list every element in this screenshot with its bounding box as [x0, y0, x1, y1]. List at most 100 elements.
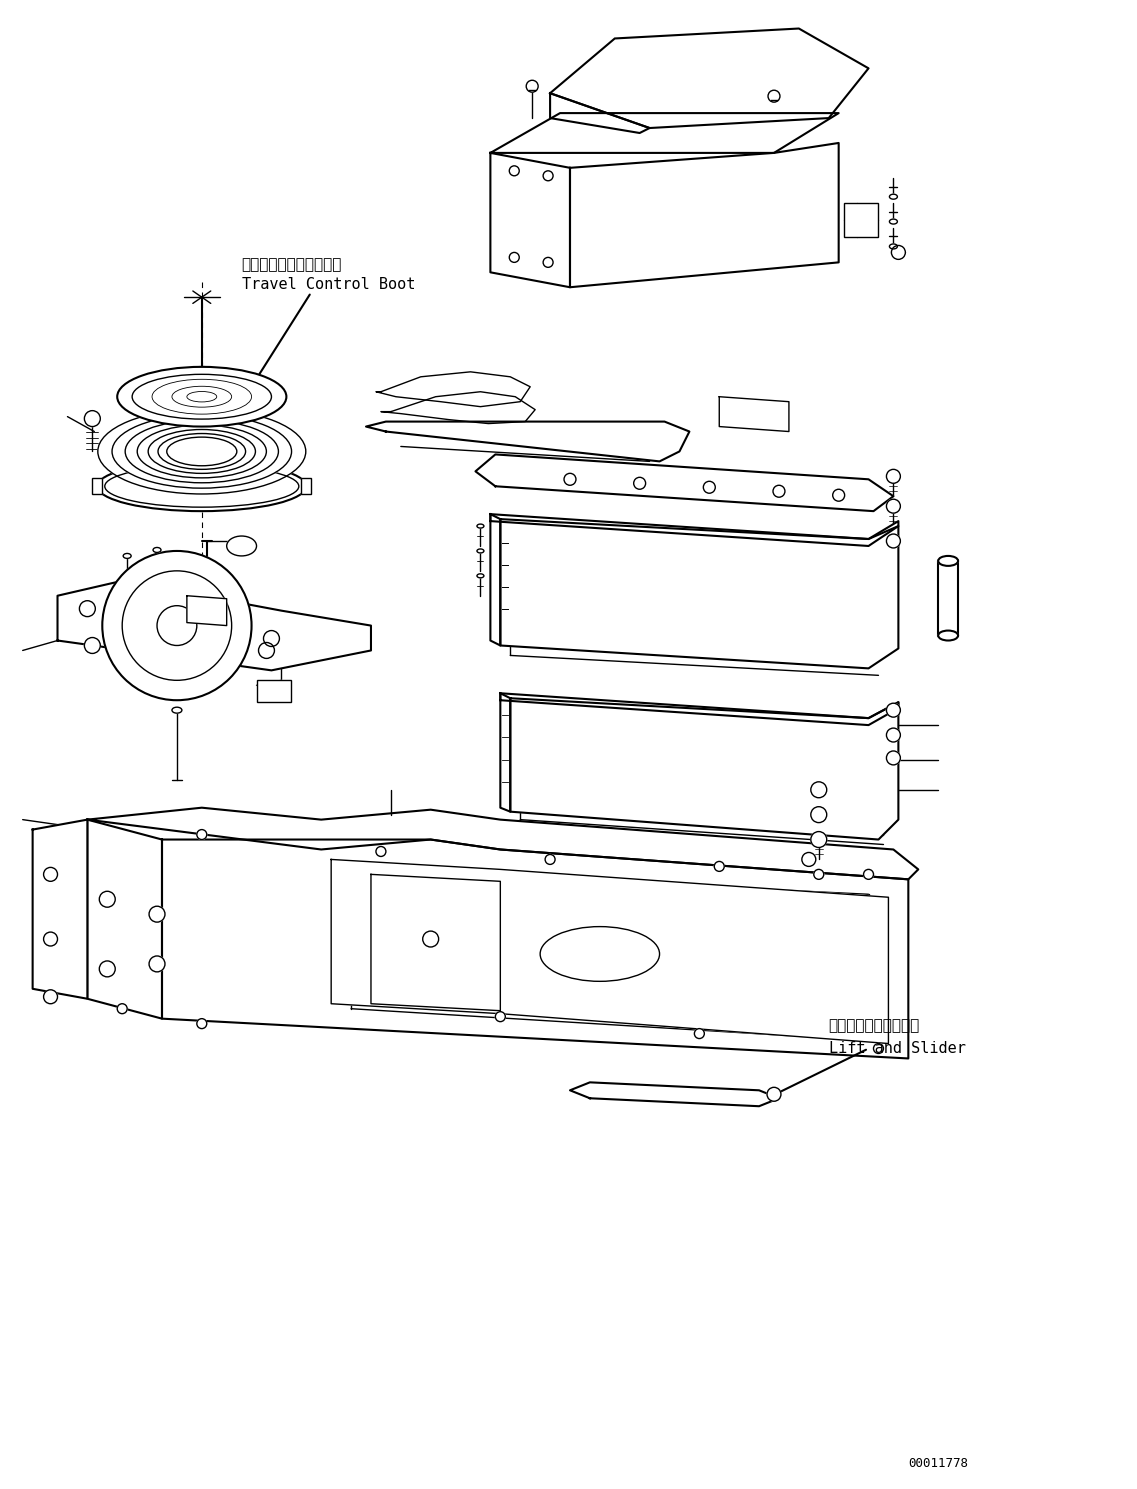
Circle shape: [714, 862, 724, 871]
Circle shape: [887, 499, 901, 514]
Circle shape: [891, 246, 905, 259]
Circle shape: [887, 750, 901, 765]
Ellipse shape: [889, 194, 897, 200]
Circle shape: [423, 931, 439, 947]
Bar: [844, 203, 879, 237]
Circle shape: [887, 703, 901, 718]
Circle shape: [43, 990, 58, 1004]
Circle shape: [258, 642, 274, 658]
Circle shape: [197, 829, 207, 840]
Polygon shape: [366, 421, 689, 462]
Circle shape: [526, 80, 538, 92]
Ellipse shape: [98, 462, 306, 511]
Ellipse shape: [476, 549, 484, 552]
Polygon shape: [490, 153, 570, 287]
Circle shape: [157, 606, 197, 646]
Circle shape: [773, 485, 785, 497]
Polygon shape: [58, 581, 371, 670]
Polygon shape: [475, 454, 894, 511]
Ellipse shape: [98, 409, 306, 494]
Ellipse shape: [125, 420, 279, 482]
Text: Lift and Slider: Lift and Slider: [829, 1041, 965, 1056]
Polygon shape: [550, 28, 869, 128]
Circle shape: [564, 474, 576, 485]
Polygon shape: [500, 694, 898, 725]
Circle shape: [633, 478, 646, 490]
Circle shape: [543, 258, 553, 268]
Polygon shape: [570, 1083, 779, 1106]
Text: リフトおよびスライダ: リフトおよびスライダ: [829, 1018, 920, 1033]
Circle shape: [376, 847, 385, 856]
Ellipse shape: [123, 554, 131, 558]
Circle shape: [84, 411, 100, 426]
Circle shape: [509, 253, 520, 262]
Polygon shape: [186, 596, 226, 625]
Circle shape: [767, 1087, 781, 1102]
Ellipse shape: [132, 374, 272, 418]
Ellipse shape: [172, 707, 182, 713]
Circle shape: [84, 637, 100, 654]
Ellipse shape: [113, 415, 291, 488]
Polygon shape: [161, 840, 908, 1059]
Text: Travel Control Boot: Travel Control Boot: [241, 277, 415, 292]
Circle shape: [509, 165, 520, 176]
Bar: [92, 478, 102, 494]
Circle shape: [887, 469, 901, 484]
Circle shape: [887, 728, 901, 742]
Circle shape: [704, 481, 715, 493]
Circle shape: [543, 171, 553, 180]
Circle shape: [832, 490, 845, 502]
Ellipse shape: [105, 466, 299, 508]
Polygon shape: [490, 514, 898, 546]
Circle shape: [695, 1029, 704, 1038]
Ellipse shape: [476, 573, 484, 578]
Polygon shape: [720, 396, 789, 432]
Bar: [301, 478, 312, 494]
Circle shape: [811, 807, 827, 822]
Polygon shape: [371, 874, 500, 1011]
Circle shape: [811, 782, 827, 798]
Ellipse shape: [476, 524, 484, 529]
Ellipse shape: [938, 630, 958, 640]
Circle shape: [122, 570, 232, 680]
Circle shape: [80, 600, 96, 616]
Bar: [257, 680, 291, 703]
Bar: [844, 203, 879, 237]
Bar: [301, 478, 312, 494]
Polygon shape: [490, 113, 839, 153]
Circle shape: [197, 1018, 207, 1029]
Text: 00011778: 00011778: [908, 1456, 968, 1470]
Circle shape: [814, 870, 823, 880]
Polygon shape: [381, 392, 536, 423]
Ellipse shape: [158, 433, 246, 469]
Circle shape: [863, 870, 873, 880]
Polygon shape: [33, 819, 88, 999]
Ellipse shape: [540, 926, 659, 981]
Circle shape: [873, 1044, 883, 1054]
Circle shape: [43, 932, 58, 946]
Ellipse shape: [938, 555, 958, 566]
Circle shape: [117, 1004, 127, 1014]
Circle shape: [811, 831, 827, 847]
Ellipse shape: [138, 424, 266, 478]
Circle shape: [43, 868, 58, 881]
Circle shape: [767, 91, 780, 103]
Ellipse shape: [167, 438, 236, 466]
Circle shape: [545, 855, 555, 865]
Circle shape: [149, 956, 165, 972]
Circle shape: [99, 892, 115, 907]
Polygon shape: [500, 694, 511, 812]
Circle shape: [802, 853, 815, 867]
Polygon shape: [88, 807, 919, 880]
Circle shape: [887, 535, 901, 548]
Circle shape: [149, 907, 165, 922]
Circle shape: [496, 1011, 505, 1021]
Ellipse shape: [889, 244, 897, 249]
Ellipse shape: [153, 548, 161, 552]
Bar: [257, 680, 291, 703]
Ellipse shape: [226, 536, 257, 555]
Circle shape: [102, 551, 251, 700]
Polygon shape: [88, 819, 161, 1018]
Text: 走行コントロールブート: 走行コントロールブート: [241, 258, 342, 272]
Ellipse shape: [889, 219, 897, 223]
